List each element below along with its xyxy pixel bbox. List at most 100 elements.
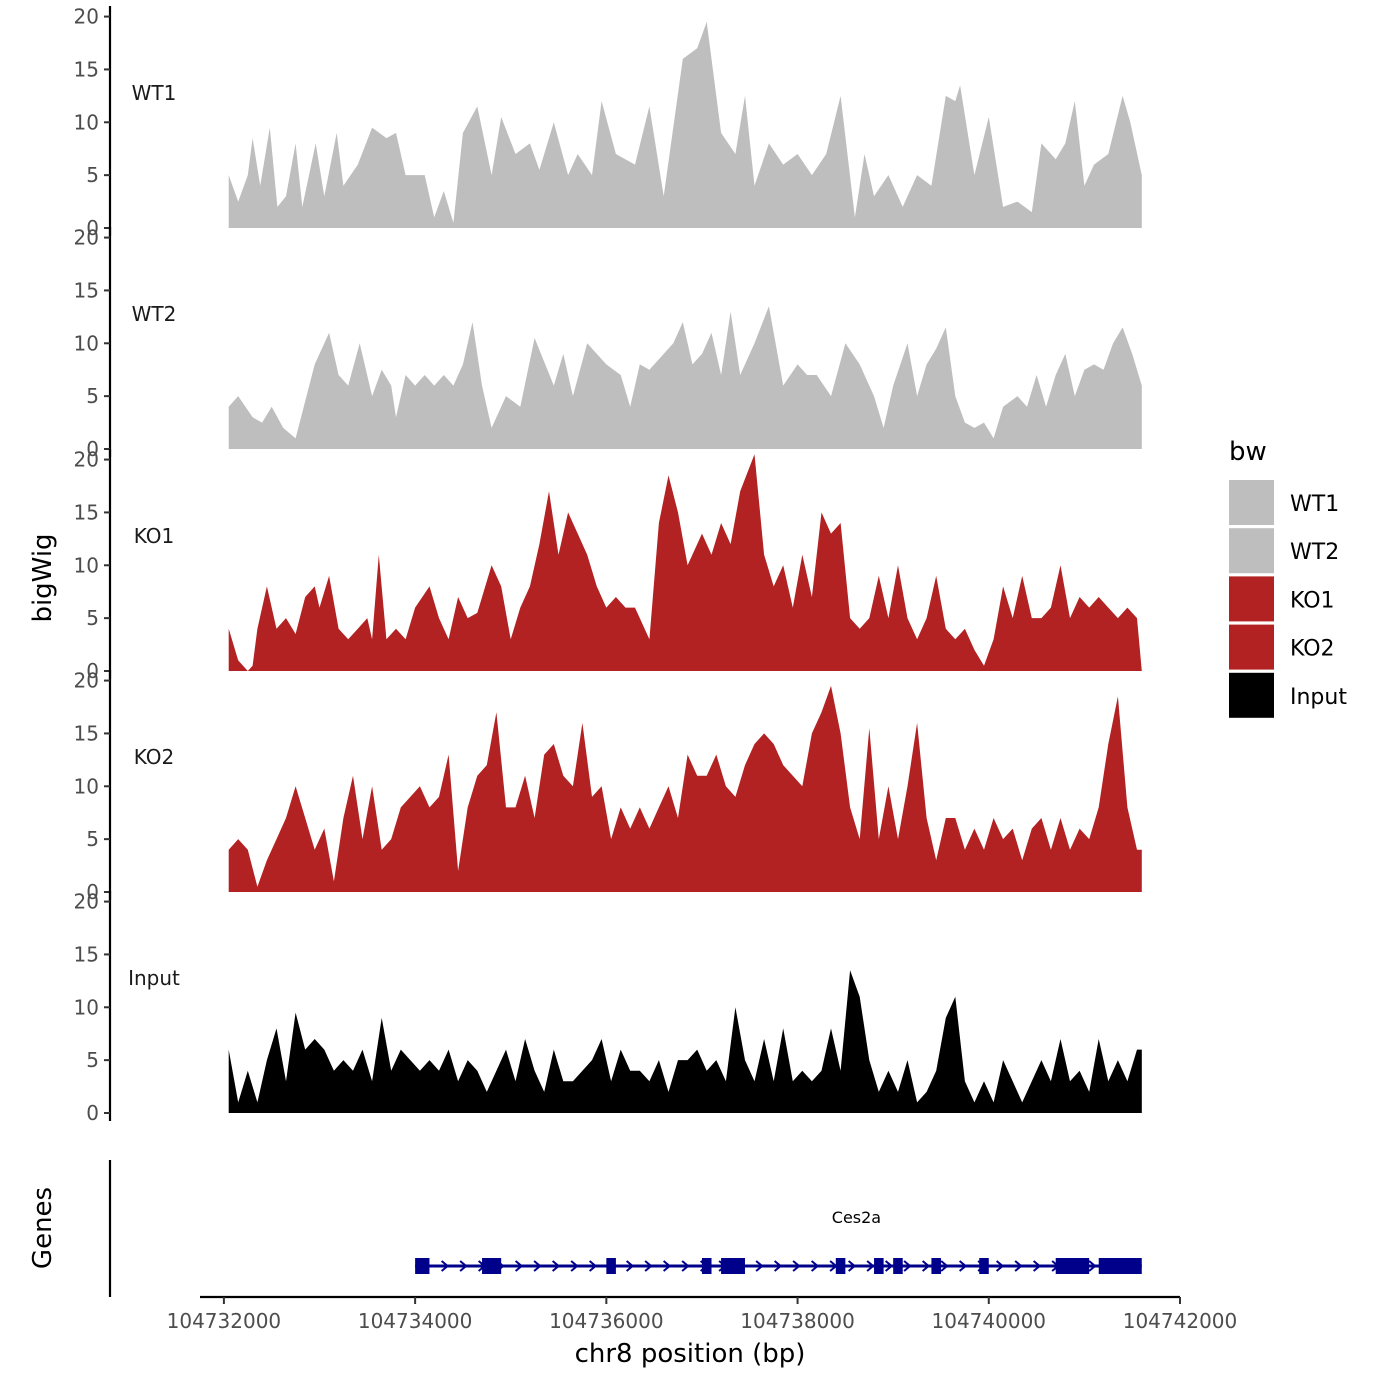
x-tick-label: 104738000: [740, 1309, 855, 1333]
strand-arrow: [551, 1260, 561, 1272]
panel-KO1: 0 5 10 15 20 KO1: [74, 448, 1142, 683]
y-tick-label: 0: [86, 437, 99, 461]
y-tick-label: 5: [86, 1048, 99, 1072]
gene-exon: [482, 1258, 502, 1274]
legend-swatch-WT2: [1229, 528, 1274, 574]
strand-arrow: [570, 1260, 579, 1272]
strand-arrow: [792, 1260, 801, 1272]
strand-arrow: [644, 1260, 653, 1272]
legend-label-Input: Input: [1290, 685, 1347, 710]
strand-arrow: [588, 1260, 598, 1272]
area-Input: [228, 970, 1142, 1113]
panel-WT2: 0 5 10 15 20 WT2: [74, 226, 1142, 461]
track-label-KO2: KO2: [134, 745, 175, 769]
strand-arrow: [903, 1260, 912, 1272]
strand-arrow: [533, 1260, 542, 1272]
strand-arrow: [1014, 1260, 1023, 1272]
track-label-Input: Input: [128, 966, 180, 990]
strand-arrow: [514, 1260, 524, 1272]
legend-swatch-WT1: [1229, 480, 1274, 525]
strand-arrow: [1032, 1260, 1042, 1272]
genes-axis-title: Genes: [28, 1187, 58, 1269]
y-tick-label: 10: [74, 995, 99, 1019]
y-tick-label: 0: [86, 659, 99, 683]
track-label-WT1: WT1: [132, 81, 177, 105]
area-WT1: [228, 21, 1142, 229]
y-tick-label: 20: [74, 448, 99, 472]
y-tick-label: 10: [74, 553, 99, 577]
legend-label-WT2: WT2: [1290, 540, 1339, 565]
gene-exon: [721, 1258, 745, 1274]
gene-exon: [893, 1258, 903, 1274]
y-tick-label: 20: [74, 890, 99, 914]
y-tick-label: 15: [74, 500, 99, 524]
bigwig-panels: 0 5 10 15 20 WT1 0 5 10 15 20 WT2 0 5 10 15 20 KO1 0 5 10 15 2…: [74, 5, 1142, 1125]
y-tick-label: 10: [74, 774, 99, 798]
gene-exon: [415, 1258, 430, 1274]
x-axis-title: chr8 position (bp): [575, 1339, 806, 1369]
x-tick-label: 104734000: [358, 1309, 473, 1333]
y-tick-label: 10: [74, 110, 99, 134]
y-axis-title: bigWig: [28, 533, 58, 622]
strand-arrow: [866, 1260, 875, 1272]
strand-arrow: [995, 1260, 1005, 1272]
gene-exon: [835, 1258, 846, 1274]
legend: bw WT1 WT2 KO1 KO2 Input: [1229, 437, 1347, 718]
gene-exon: [931, 1258, 941, 1274]
y-tick-label: 10: [74, 331, 99, 355]
gene-exon: [606, 1258, 616, 1274]
x-tick-label: 104736000: [549, 1309, 664, 1333]
strand-arrow: [884, 1260, 894, 1272]
gene-exon: [1055, 1258, 1090, 1274]
strand-arrow: [773, 1260, 783, 1272]
y-tick-label: 15: [74, 278, 99, 302]
legend-label-WT1: WT1: [1290, 492, 1339, 517]
y-tick-label: 20: [74, 5, 99, 29]
y-tick-label: 5: [86, 606, 99, 630]
strand-arrow: [459, 1260, 468, 1272]
panel-Input: 0 5 10 15 20 Input: [74, 890, 1142, 1125]
x-tick-label: 104742000: [1123, 1309, 1238, 1333]
panel-KO2: 0 5 10 15 20 KO2: [74, 669, 1142, 904]
legend-swatch-KO1: [1229, 576, 1274, 622]
y-tick-label: 15: [74, 942, 99, 966]
genes-panel: Ces2a: [108, 1160, 1142, 1297]
strand-arrow: [810, 1260, 820, 1272]
strand-arrow: [625, 1260, 635, 1272]
area-KO2: [228, 685, 1142, 892]
y-tick-label: 20: [74, 226, 99, 250]
strand-arrow: [755, 1260, 764, 1272]
y-tick-label: 20: [74, 669, 99, 693]
x-tick-label: 104740000: [932, 1309, 1047, 1333]
legend-label-KO1: KO1: [1290, 588, 1335, 613]
y-tick-label: 5: [86, 384, 99, 408]
strand-arrow: [958, 1260, 968, 1272]
track-label-KO1: KO1: [134, 524, 175, 548]
track-label-WT2: WT2: [132, 302, 177, 326]
strand-arrow: [847, 1260, 857, 1272]
y-tick-label: 15: [74, 721, 99, 745]
y-tick-label: 5: [86, 163, 99, 187]
legend-swatch-Input: [1229, 672, 1274, 718]
y-tick-label: 0: [86, 880, 99, 904]
y-tick-label: 15: [74, 57, 99, 81]
x-axis: 104732000 104734000 104736000 104738000 1047…: [167, 1295, 1238, 1333]
legend-label-KO2: KO2: [1290, 637, 1335, 662]
gene-exon: [874, 1258, 884, 1274]
strand-arrow: [681, 1260, 690, 1272]
y-tick-label: 0: [86, 1101, 99, 1125]
y-tick-label: 5: [86, 827, 99, 851]
gene-exon: [701, 1258, 712, 1274]
gene-exon: [1098, 1258, 1142, 1274]
gene-label: Ces2a: [832, 1208, 881, 1227]
y-tick-label: 0: [86, 216, 99, 240]
strand-arrow: [440, 1260, 450, 1272]
legend-swatch-KO2: [1229, 624, 1274, 670]
strand-arrow: [921, 1260, 931, 1272]
strand-arrow: [940, 1260, 949, 1272]
strand-arrow: [662, 1260, 672, 1272]
area-KO1: [228, 454, 1142, 671]
legend-title: bw: [1229, 437, 1267, 467]
x-tick-label: 104732000: [167, 1309, 282, 1333]
